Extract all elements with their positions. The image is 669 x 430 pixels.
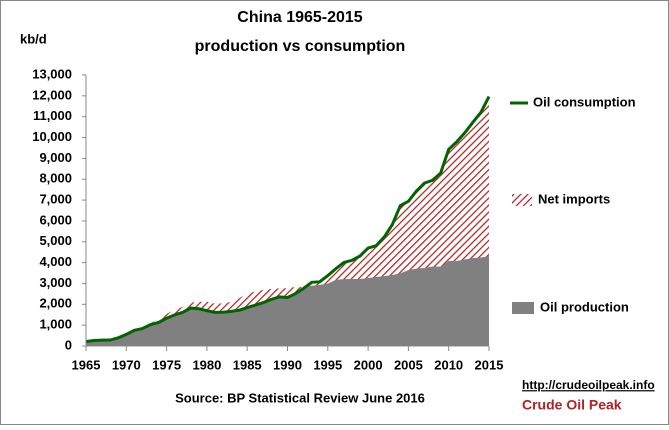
consumption-line <box>85 95 491 343</box>
y-tick-label: 8,000 <box>39 171 72 186</box>
watermark-url: http://crudeoilpeak.info <box>522 378 655 392</box>
x-tick-label: 2000 <box>354 357 383 372</box>
y-tick-label: 7,000 <box>39 192 72 207</box>
y-tick-label: 10,000 <box>32 129 72 144</box>
x-tick-label: 2010 <box>434 357 463 372</box>
watermark-name: Crude Oil Peak <box>522 397 622 413</box>
x-tick-label: 2005 <box>394 357 423 372</box>
x-tick-label: 1970 <box>112 357 141 372</box>
y-tick-label: 13,000 <box>32 66 72 81</box>
chart-title: China 1965-2015 <box>237 9 363 26</box>
x-tick-label: 2015 <box>475 357 504 372</box>
y-tick-label: 9,000 <box>39 150 72 165</box>
x-tick-label: 1995 <box>313 357 342 372</box>
legend-swatch <box>512 194 532 206</box>
x-tick-label: 1975 <box>152 357 181 372</box>
x-tick-label: 1985 <box>233 357 262 372</box>
y-tick-label: 3,000 <box>39 275 72 290</box>
x-tick-label: 1965 <box>72 357 101 372</box>
y-tick-label: 1,000 <box>39 317 72 332</box>
y-tick-label: 12,000 <box>32 87 72 102</box>
chart-subtitle: production vs consumption <box>195 38 406 55</box>
production-area <box>86 256 489 346</box>
legend: Oil consumption Net imports Oil producti… <box>510 94 636 314</box>
y-tick-label: 0 <box>65 337 72 352</box>
y-tick-label: 11,000 <box>33 108 72 123</box>
legend-swatch <box>512 302 534 314</box>
y-axis-label: kb/d <box>20 31 47 46</box>
y-tick-label: 5,000 <box>39 233 72 248</box>
source: Source: BP Statistical Review June 2016 <box>175 390 425 405</box>
legend-label: Net imports <box>538 191 610 206</box>
legend-label: Oil production <box>540 299 629 314</box>
x-tick-label: 1990 <box>273 357 302 372</box>
legend-label: Oil consumption <box>533 94 636 109</box>
y-tick-label: 6,000 <box>39 212 72 227</box>
x-tick-label: 1980 <box>192 357 221 372</box>
y-tick-label: 2,000 <box>39 296 72 311</box>
y-tick-label: 4,000 <box>39 254 72 269</box>
